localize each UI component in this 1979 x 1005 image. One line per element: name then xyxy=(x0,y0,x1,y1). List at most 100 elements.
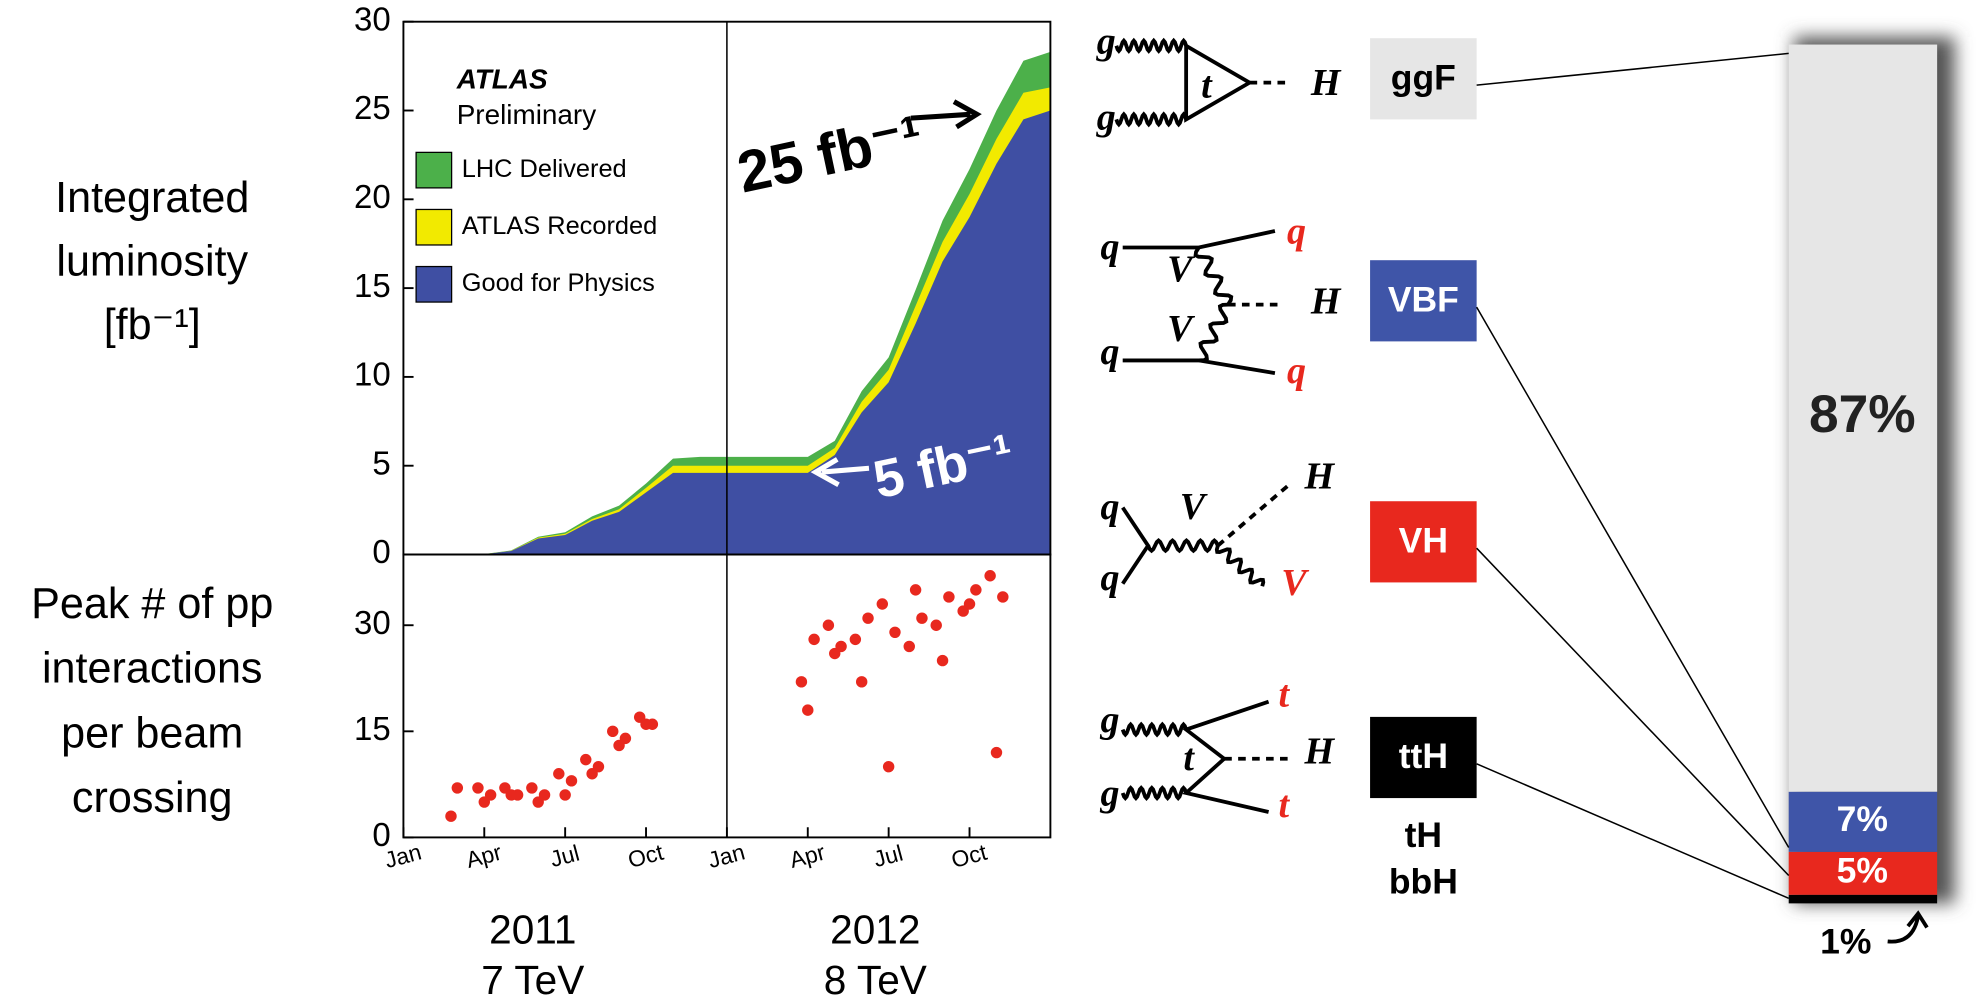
particle-label: g xyxy=(1096,96,1116,138)
particle-label: g xyxy=(1100,699,1120,741)
area xyxy=(403,110,1051,555)
diagram-line xyxy=(1114,111,1188,128)
particle-label: H xyxy=(1310,62,1342,104)
legend-label: Good for Physics xyxy=(462,269,655,297)
point xyxy=(526,782,538,794)
bar-segment xyxy=(1788,894,1938,904)
category-box xyxy=(1370,260,1477,342)
y-tick-label: 30 xyxy=(354,0,391,37)
particle-label: q xyxy=(1287,211,1306,253)
diagram-line xyxy=(1120,785,1188,801)
callout-arrow xyxy=(810,457,870,487)
point xyxy=(607,725,619,738)
particle-label: t xyxy=(1201,65,1213,107)
bar-value-label: 7% xyxy=(1837,799,1888,839)
particle-label: q xyxy=(1101,557,1120,599)
year-label: 2012 xyxy=(830,906,920,952)
bar-value-label: 87% xyxy=(1809,385,1916,444)
point xyxy=(565,775,578,787)
y-axis-label: luminosity xyxy=(56,237,248,285)
point xyxy=(970,584,982,596)
x-tick-label: Jan xyxy=(705,838,747,873)
bar-segment xyxy=(1788,791,1938,852)
diagram-line xyxy=(1184,42,1254,123)
particle-label: q xyxy=(1101,226,1120,268)
legend-label: LHC Delivered xyxy=(462,155,627,183)
particle-label: g xyxy=(1100,773,1120,815)
callout-arrow xyxy=(910,99,982,130)
y-tick-label: 0 xyxy=(372,533,390,570)
x-tick-label: Oct xyxy=(948,838,990,872)
connector xyxy=(1476,52,1789,86)
y-tick-label: 0 xyxy=(372,816,390,853)
point xyxy=(451,782,464,794)
y-axis-label: Peak # of pp xyxy=(31,580,273,628)
category-sublabel: tH xyxy=(1405,815,1442,855)
diagram-line xyxy=(1122,229,1276,250)
connector xyxy=(1476,763,1790,899)
point xyxy=(445,810,457,822)
point xyxy=(862,612,874,624)
legend-swatch xyxy=(415,208,453,246)
category-box xyxy=(1370,38,1477,120)
particle-label: q xyxy=(1101,486,1120,528)
diagram-line xyxy=(1146,538,1220,554)
point xyxy=(997,591,1009,603)
y-axis-label: Integrated xyxy=(55,174,249,222)
x-tick-label: Oct xyxy=(625,838,667,872)
diagram-line xyxy=(1216,484,1289,548)
particle-label: H xyxy=(1304,731,1336,773)
y-tick-label: 15 xyxy=(354,267,391,304)
point xyxy=(963,598,976,610)
point xyxy=(829,647,841,660)
category-label: ttH xyxy=(1399,736,1448,776)
y-tick-label: 5 xyxy=(372,444,390,481)
particle-label: q xyxy=(1287,350,1306,392)
particle-label: V xyxy=(1167,308,1195,350)
category-label: VH xyxy=(1399,520,1448,560)
year-label: 7 TeV xyxy=(481,957,584,1003)
point xyxy=(936,654,949,667)
point xyxy=(882,760,895,773)
point xyxy=(472,782,484,794)
diagram-line xyxy=(1214,545,1266,587)
point xyxy=(855,676,868,688)
point xyxy=(990,746,1003,759)
y-axis-label: crossing xyxy=(72,774,233,822)
y-axis-label: interactions xyxy=(42,645,263,693)
bar-value-label: 1% xyxy=(1820,921,1871,961)
y-tick-label: 25 xyxy=(354,89,391,126)
y-tick-label: 30 xyxy=(354,604,391,641)
category-sublabel: bbH xyxy=(1389,862,1458,902)
particle-label: H xyxy=(1310,280,1342,322)
y-tick-label: 20 xyxy=(354,178,391,215)
x-tick-label: Apr xyxy=(463,839,504,873)
point xyxy=(580,753,592,766)
point xyxy=(909,584,922,596)
y-axis-label: [fb⁻¹] xyxy=(104,301,201,349)
area-plot xyxy=(403,51,1051,555)
year-label: 2011 xyxy=(489,906,576,952)
particle-label: t xyxy=(1183,737,1195,779)
bar-segment xyxy=(1788,851,1938,895)
particle-label: V xyxy=(1281,562,1309,604)
diagram-line xyxy=(1120,721,1188,738)
point xyxy=(532,796,544,808)
x-tick-label: Apr xyxy=(787,839,828,873)
bar-segment xyxy=(1788,44,1938,792)
curved-arrow xyxy=(1887,910,1929,944)
connector xyxy=(1475,306,1790,848)
point xyxy=(849,633,862,646)
legend-swatch xyxy=(415,265,453,303)
point xyxy=(478,796,490,808)
bar-value-label: 5% xyxy=(1837,851,1888,891)
point xyxy=(876,598,889,610)
category-box xyxy=(1370,716,1477,799)
particle-label: g xyxy=(1096,20,1116,62)
point xyxy=(586,768,598,780)
diagram-line xyxy=(1122,358,1276,375)
particle-label: V xyxy=(1167,249,1195,291)
particle-label: V xyxy=(1180,486,1208,528)
particle-label: q xyxy=(1101,331,1120,373)
x-tick-label: Jul xyxy=(547,839,582,872)
